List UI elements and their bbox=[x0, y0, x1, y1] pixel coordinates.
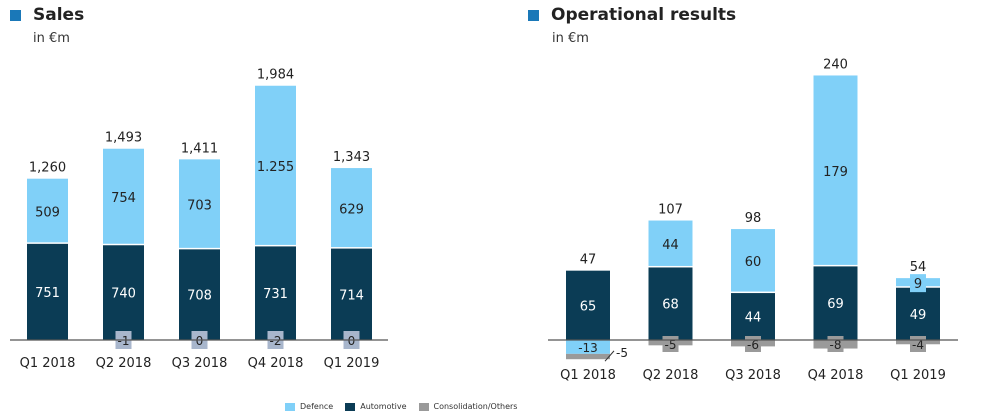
label-consolidation: -5 bbox=[616, 346, 628, 360]
label-defence: 629 bbox=[339, 202, 364, 217]
label-automotive: 740 bbox=[111, 287, 136, 302]
label-consolidation: -8 bbox=[830, 338, 842, 352]
legend-swatch bbox=[345, 402, 356, 411]
x-tick-label: Q1 2018 bbox=[20, 356, 76, 371]
label-automotive: 68 bbox=[662, 298, 679, 313]
label-defence: 179 bbox=[823, 165, 848, 180]
legend-item-automotive: Automotive bbox=[345, 402, 407, 411]
x-tick-label: Q3 2018 bbox=[172, 356, 228, 371]
label-total: 240 bbox=[823, 57, 848, 72]
sales-unit: in €m bbox=[33, 31, 70, 46]
bar-defence bbox=[331, 168, 372, 248]
title-marker-icon bbox=[10, 9, 21, 21]
bar-automotive bbox=[731, 293, 775, 340]
label-consolidation: 0 bbox=[348, 334, 356, 348]
label-total: 98 bbox=[745, 211, 762, 226]
label-automotive: 44 bbox=[745, 311, 762, 326]
label-total: 1,260 bbox=[29, 161, 66, 176]
label-consolidation: -6 bbox=[747, 338, 759, 352]
label-automotive: 69 bbox=[827, 297, 844, 312]
label-defence: 509 bbox=[35, 205, 60, 220]
label-consolidation: -4 bbox=[912, 338, 924, 352]
label-total: 54 bbox=[910, 260, 927, 275]
bar-automotive bbox=[27, 243, 68, 340]
bar-defence bbox=[566, 340, 610, 354]
bar-automotive bbox=[103, 245, 144, 340]
label-consolidation: -5 bbox=[665, 338, 677, 352]
legend-label: Automotive bbox=[360, 402, 407, 411]
label-automotive: 731 bbox=[263, 287, 288, 302]
sales-title: Sales bbox=[10, 5, 84, 25]
bar-automotive bbox=[813, 266, 858, 340]
label-defence: 9 bbox=[914, 277, 922, 292]
bar-defence bbox=[648, 220, 693, 266]
legend-label: Consolidation/Others bbox=[433, 402, 518, 411]
label-total: 1,984 bbox=[257, 68, 294, 83]
label-automotive: 65 bbox=[580, 299, 597, 314]
label-box-defence bbox=[910, 274, 926, 293]
x-tick-label: Q3 2018 bbox=[725, 368, 781, 383]
bar-automotive bbox=[255, 246, 296, 340]
legend: Defence Automotive Consolidation/Others bbox=[285, 402, 517, 411]
bar-defence bbox=[731, 229, 775, 292]
opresults-title-text: Operational results bbox=[551, 5, 737, 25]
bar-defence bbox=[27, 178, 68, 243]
bar-defence bbox=[255, 85, 296, 245]
opresults-unit: in €m bbox=[552, 31, 589, 46]
label-automotive: 714 bbox=[339, 288, 364, 303]
x-tick-label: Q4 2018 bbox=[248, 356, 304, 371]
bar-automotive bbox=[179, 249, 220, 340]
label-leader-line bbox=[604, 350, 615, 362]
x-tick-label: Q2 2018 bbox=[643, 368, 699, 383]
bar-automotive bbox=[896, 287, 940, 340]
label-automotive: 751 bbox=[35, 286, 60, 301]
label-defence: 1.255 bbox=[257, 160, 294, 175]
label-consolidation: -1 bbox=[118, 334, 130, 348]
x-tick-label: Q4 2018 bbox=[808, 368, 864, 383]
label-defence: -13 bbox=[578, 341, 598, 355]
label-consolidation: -2 bbox=[270, 334, 282, 348]
label-total: 1,493 bbox=[105, 131, 142, 146]
title-marker-icon bbox=[528, 9, 539, 21]
bar-automotive bbox=[331, 248, 372, 340]
sales-title-text: Sales bbox=[33, 5, 85, 25]
x-tick-label: Q1 2019 bbox=[324, 356, 380, 371]
label-total: 47 bbox=[580, 253, 597, 268]
bar-automotive bbox=[566, 270, 610, 340]
label-total: 1,343 bbox=[333, 150, 370, 165]
bar-defence bbox=[103, 148, 144, 244]
label-automotive: 708 bbox=[187, 289, 212, 304]
bar-automotive bbox=[648, 267, 693, 340]
x-tick-label: Q1 2018 bbox=[560, 368, 616, 383]
bar-defence bbox=[179, 159, 220, 248]
legend-swatch bbox=[285, 402, 295, 411]
x-tick-label: Q1 2019 bbox=[890, 368, 946, 383]
legend-label: Defence bbox=[300, 402, 334, 411]
label-total: 1,411 bbox=[181, 141, 218, 156]
label-defence: 703 bbox=[187, 198, 212, 213]
legend-item-defence: Defence bbox=[285, 402, 333, 411]
legend-item-consolidation: Consolidation/Others bbox=[418, 402, 518, 411]
x-tick-label: Q2 2018 bbox=[96, 356, 152, 371]
label-defence: 60 bbox=[745, 255, 762, 270]
bar-consolidation bbox=[566, 353, 610, 360]
label-defence: 44 bbox=[662, 238, 679, 253]
label-consolidation: 0 bbox=[196, 334, 204, 348]
bar-defence bbox=[813, 75, 858, 265]
legend-swatch bbox=[418, 402, 429, 411]
label-total: 107 bbox=[658, 203, 683, 218]
opresults-title: Operational results bbox=[528, 5, 736, 25]
label-automotive: 49 bbox=[910, 308, 927, 323]
label-defence: 754 bbox=[111, 191, 136, 206]
